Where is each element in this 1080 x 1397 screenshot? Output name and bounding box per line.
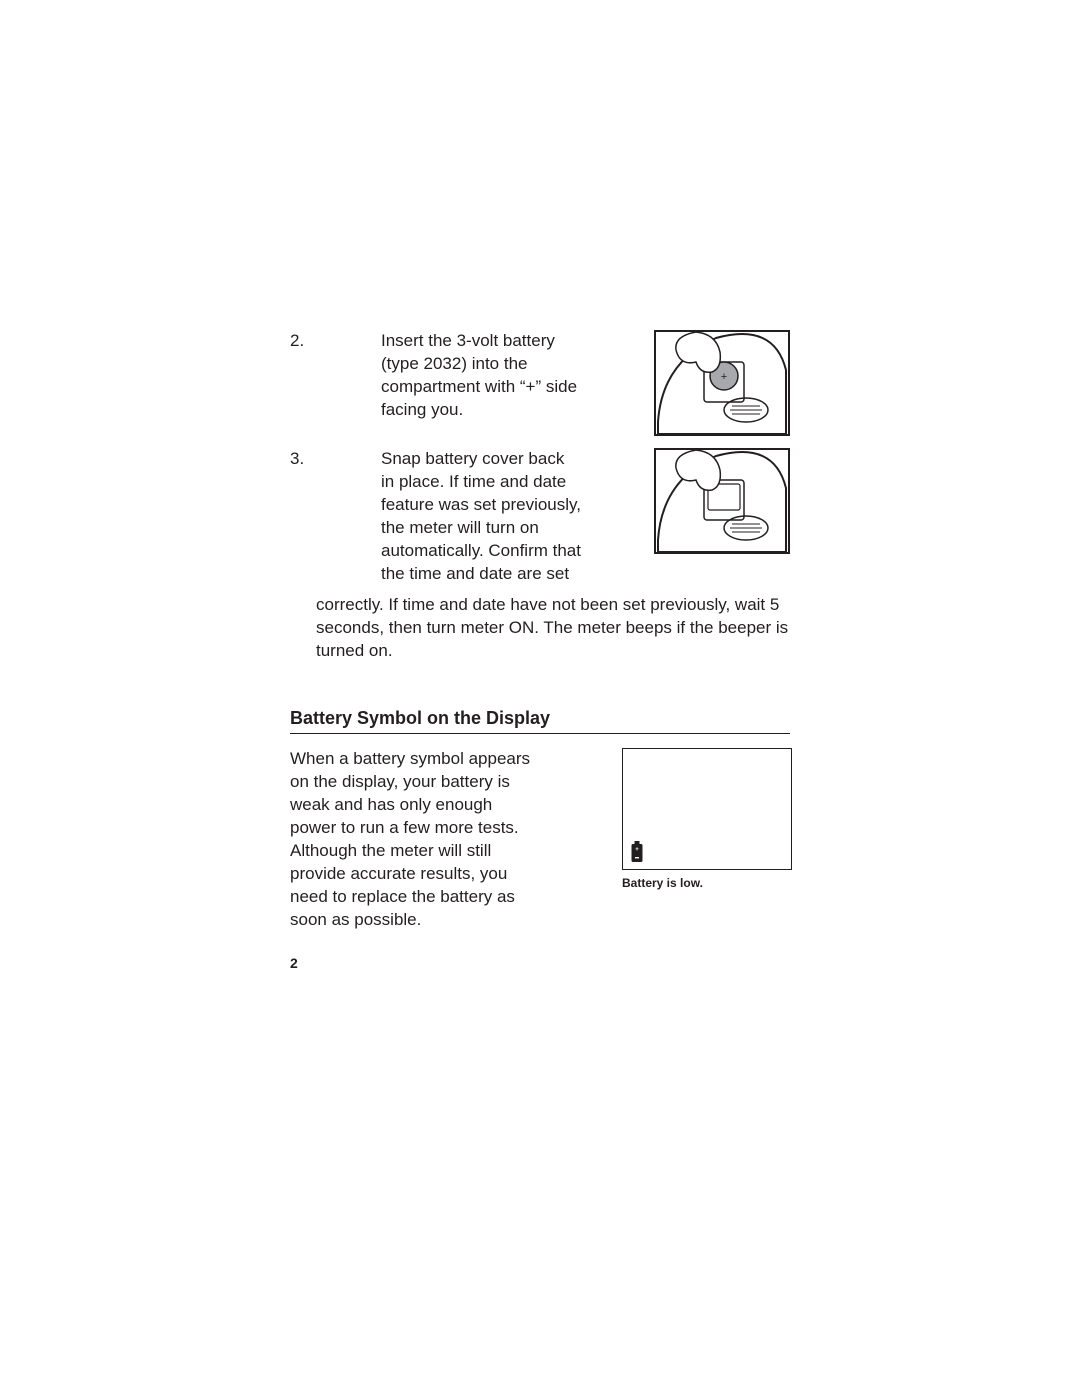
manual-page: 2. Insert the 3-volt battery (type 2032)… [290, 330, 790, 932]
step-number: 3. [290, 448, 316, 586]
step-number: 2. [290, 330, 316, 436]
figure-insert-battery: + [654, 330, 790, 436]
step-text: Insert the 3-volt battery (type 2032) in… [381, 330, 581, 436]
step-2: 2. Insert the 3-volt battery (type 2032)… [290, 330, 790, 436]
step-text-narrow: Snap battery cover back in place. If tim… [381, 448, 581, 586]
battery-section: When a battery symbol appears on the dis… [290, 748, 790, 932]
section-title: Battery Symbol on the Display [290, 708, 790, 734]
display-screen: + [622, 748, 792, 870]
battery-icon: + [631, 841, 643, 863]
display-caption: Battery is low. [622, 876, 790, 890]
figure-close-cover [654, 448, 790, 554]
page-number: 2 [290, 955, 298, 971]
step-text-wrap: correctly. If time and date have not bee… [316, 594, 790, 663]
battery-paragraph: When a battery symbol appears on the dis… [290, 748, 530, 932]
svg-text:+: + [635, 847, 639, 853]
svg-text:+: + [721, 371, 727, 383]
step-3: 3. Snap battery cover back in place. If … [290, 448, 790, 586]
display-figure: + Battery is low. [622, 748, 790, 932]
